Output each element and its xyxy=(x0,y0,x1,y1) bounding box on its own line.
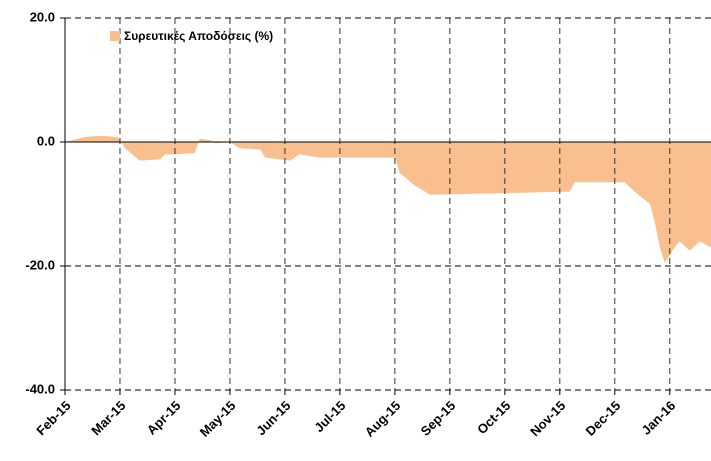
area xyxy=(65,135,711,263)
x-tick-label: Apr-15 xyxy=(144,398,184,438)
x-tick-label: Dec-15 xyxy=(583,398,624,439)
x-tick-label: May-15 xyxy=(197,398,239,440)
y-tick-label: -40.0 xyxy=(25,381,55,396)
x-tick-label: Nov-15 xyxy=(527,398,568,439)
y-tick-label: -20.0 xyxy=(25,257,55,272)
y-tick-label: 20.0 xyxy=(30,9,55,24)
x-tick-label: Jul-15 xyxy=(311,398,348,435)
x-tick-label: Jan-16 xyxy=(639,398,679,438)
x-tick-label: Sep-15 xyxy=(418,398,459,439)
x-tick-label: Oct-15 xyxy=(474,398,513,437)
y-tick-label: 0.0 xyxy=(37,133,55,148)
legend-swatch xyxy=(110,31,120,41)
legend-label: Συρευτικές Αποδόσεις (%) xyxy=(124,29,273,43)
x-tick-label: Jun-15 xyxy=(253,398,293,438)
x-tick-label: Feb-15 xyxy=(33,398,73,438)
x-tick-label: Aug-15 xyxy=(362,398,404,440)
x-tick-label: Mar-15 xyxy=(88,398,128,438)
